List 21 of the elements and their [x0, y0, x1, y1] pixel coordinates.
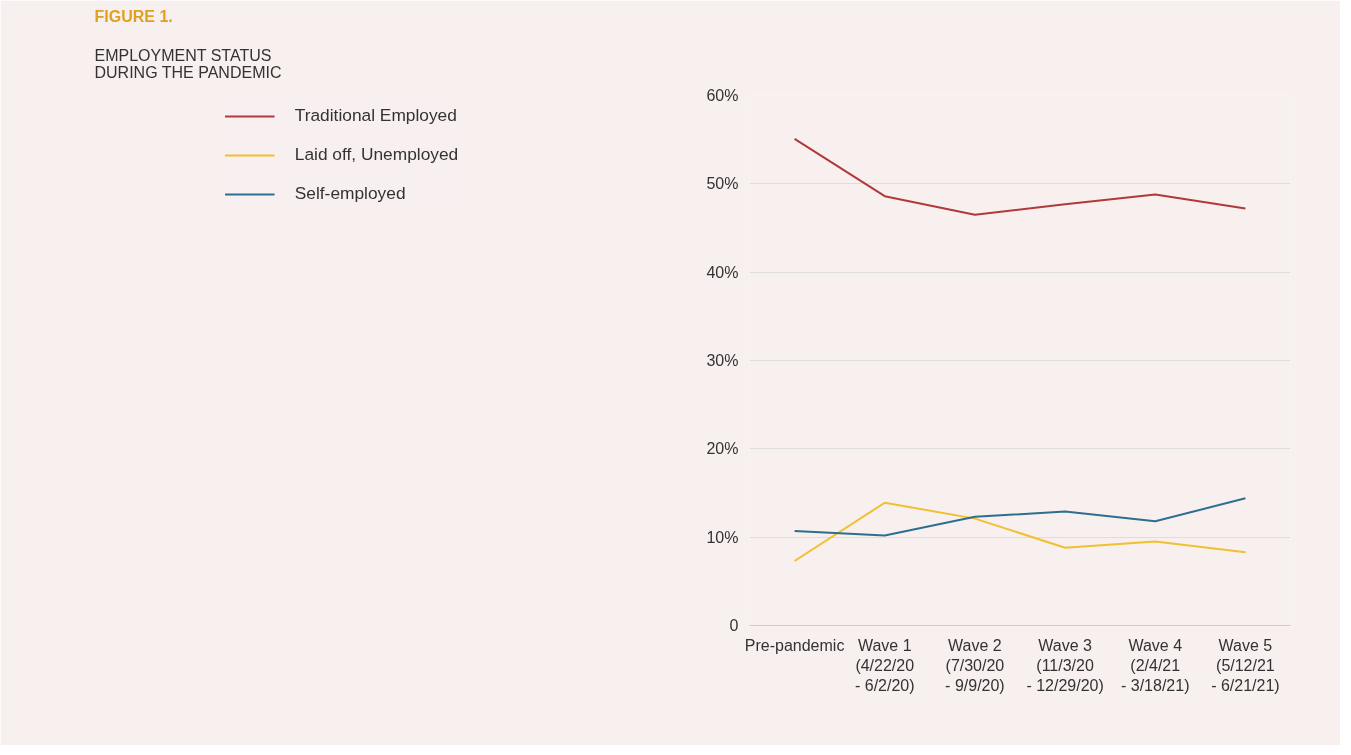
x-tick-label: Wave 3 (11/3/20 - 12/29/20) [1026, 636, 1104, 695]
legend-label: Self-employed [294, 183, 406, 204]
y-tick-label: 40% [706, 263, 739, 281]
x-tick-label: Wave 4 (2/4/21 - 3/18/21) [1121, 636, 1190, 695]
legend-label: Laid off, Unemployed [294, 144, 459, 165]
y-tick-label: 0 [729, 617, 739, 634]
line-series [793, 501, 1247, 563]
line-series [793, 137, 1247, 216]
x-tick-label: Wave 1 (4/22/20 - 6/2/20) [854, 636, 915, 695]
y-tick-label: 30% [706, 352, 739, 369]
legend-label: Traditional Employed [294, 105, 457, 126]
y-tick-label: 20% [706, 440, 739, 458]
line-series [793, 497, 1247, 537]
text: FIGURE 1. [94, 7, 173, 25]
y-tick-label: 50% [706, 175, 739, 193]
x-tick-label: Pre-pandemic [744, 636, 845, 654]
x-tick-label: Wave 2 (7/30/20 - 9/9/20) [945, 636, 1005, 695]
text: EMPLOYMENT STATUS DURING THE PANDEMIC [94, 46, 282, 81]
x-tick-label: Wave 5 (5/12/21 - 6/21/21) [1211, 636, 1280, 695]
y-tick-label: 10% [706, 528, 739, 546]
y-tick-label: 60% [706, 87, 739, 104]
